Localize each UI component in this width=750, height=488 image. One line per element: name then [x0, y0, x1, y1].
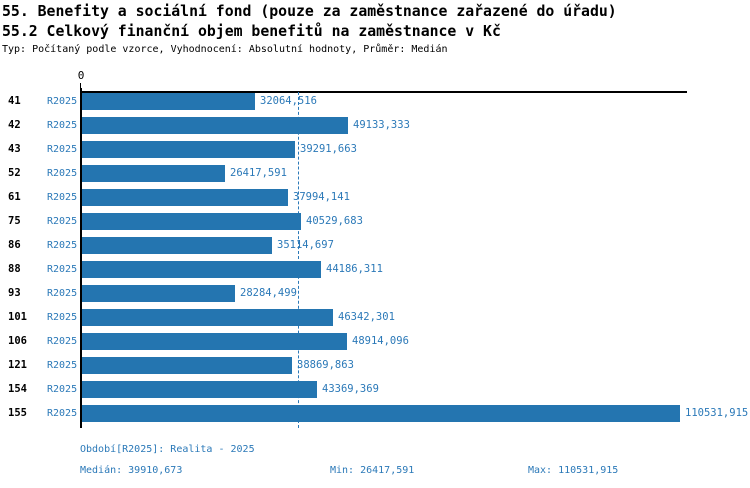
row-bar — [82, 261, 321, 278]
report-subtitle: Typ: Počítaný podle vzorce, Vyhodnocení:… — [2, 44, 448, 55]
row-value-label: 38869,863 — [297, 359, 354, 371]
row-value-label: 35114,697 — [277, 239, 334, 251]
row-bar — [82, 381, 317, 398]
row-category-label: 41 — [8, 95, 21, 107]
median-line — [298, 92, 299, 428]
row-period-label: R2025 — [47, 288, 78, 299]
row-value-label: 48914,096 — [352, 335, 409, 347]
row-period-label: R2025 — [47, 240, 78, 251]
x-axis-tick — [80, 83, 81, 89]
row-category-label: 88 — [8, 263, 21, 275]
row-value-label: 46342,301 — [338, 311, 395, 323]
row-category-label: 106 — [8, 335, 27, 347]
row-category-label: 42 — [8, 119, 21, 131]
row-value-label: 110531,915 — [685, 407, 749, 419]
row-bar — [82, 285, 235, 302]
row-bar — [82, 405, 680, 422]
row-period-label: R2025 — [47, 96, 78, 107]
footer-median-label: Medián: 39910,673 — [80, 465, 183, 476]
footer-period-label: Období[R2025]: Realita - 2025 — [80, 444, 255, 455]
row-category-label: 52 — [8, 167, 21, 179]
report-title-line1: 55. Benefity a sociální fond (pouze za z… — [2, 3, 617, 20]
row-category-label: 121 — [8, 359, 27, 371]
row-period-label: R2025 — [47, 360, 78, 371]
row-value-label: 39291,663 — [300, 143, 357, 155]
row-category-label: 93 — [8, 287, 21, 299]
row-value-label: 32064,516 — [260, 95, 317, 107]
row-period-label: R2025 — [47, 384, 78, 395]
x-axis-line — [81, 91, 687, 93]
row-period-label: R2025 — [47, 144, 78, 155]
row-period-label: R2025 — [47, 312, 78, 323]
row-period-label: R2025 — [47, 168, 78, 179]
row-bar — [82, 309, 333, 326]
footer-min-label: Min: 26417,591 — [330, 465, 415, 476]
row-period-label: R2025 — [47, 216, 78, 227]
row-bar — [82, 237, 272, 254]
footer-max-label: Max: 110531,915 — [528, 465, 619, 476]
row-period-label: R2025 — [47, 264, 78, 275]
row-bar — [82, 141, 295, 158]
row-category-label: 75 — [8, 215, 21, 227]
row-category-label: 155 — [8, 407, 27, 419]
row-bar — [82, 165, 225, 182]
row-value-label: 49133,333 — [353, 119, 410, 131]
row-bar — [82, 117, 348, 134]
row-bar — [82, 189, 288, 206]
row-value-label: 43369,369 — [322, 383, 379, 395]
x-axis-zero-label: 0 — [77, 69, 85, 82]
row-period-label: R2025 — [47, 192, 78, 203]
row-value-label: 40529,683 — [306, 215, 363, 227]
row-category-label: 154 — [8, 383, 27, 395]
y-axis-line — [80, 88, 82, 428]
row-period-label: R2025 — [47, 408, 78, 419]
row-category-label: 61 — [8, 191, 21, 203]
row-value-label: 37994,141 — [293, 191, 350, 203]
row-bar — [82, 213, 301, 230]
row-category-label: 43 — [8, 143, 21, 155]
row-category-label: 101 — [8, 311, 27, 323]
report-title-line2: 55.2 Celkový finanční objem benefitů na … — [2, 23, 501, 40]
row-bar — [82, 93, 255, 110]
row-category-label: 86 — [8, 239, 21, 251]
row-value-label: 28284,499 — [240, 287, 297, 299]
row-period-label: R2025 — [47, 336, 78, 347]
row-bar — [82, 357, 292, 374]
row-period-label: R2025 — [47, 120, 78, 131]
row-value-label: 26417,591 — [230, 167, 287, 179]
row-bar — [82, 333, 347, 350]
row-value-label: 44186,311 — [326, 263, 383, 275]
